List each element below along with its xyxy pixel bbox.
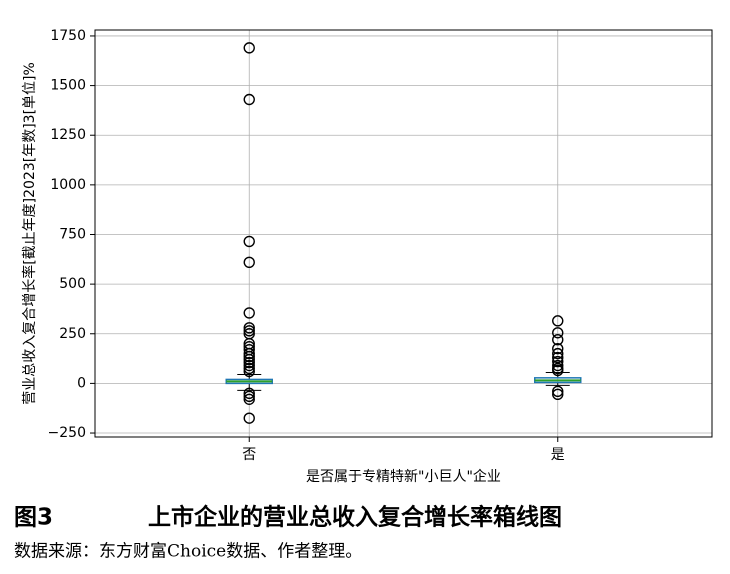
- y-tick-label: 1250: [50, 127, 86, 143]
- outlier: [552, 355, 564, 368]
- x-axis-label: 是否属于专精特新"小巨人"企业: [306, 468, 501, 485]
- y-tick-label: 250: [59, 326, 86, 342]
- y-tick-label: 750: [59, 226, 86, 242]
- outlier: [243, 390, 255, 402]
- y-axis-label: 营业总收入复合增长率[截止年度]2023[年数]3[单位]%: [21, 62, 38, 405]
- outlier: [243, 356, 255, 369]
- outlier: [243, 412, 255, 424]
- y-tick-label: 1750: [50, 28, 86, 44]
- outlier: [243, 393, 255, 405]
- plot-frame: [94, 29, 713, 438]
- outlier: [243, 347, 255, 360]
- outlier: [552, 351, 564, 364]
- outlier: [552, 342, 564, 355]
- outlier: [243, 359, 255, 372]
- outlier: [552, 388, 564, 401]
- source-note: 数据来源：东方财富Choice数据、作者整理。: [14, 542, 362, 562]
- x-tick-label: 是: [551, 447, 565, 463]
- y-tick-label: −250: [48, 425, 86, 441]
- outlier: [552, 327, 564, 339]
- y-tick-label: 0: [77, 375, 86, 391]
- outlier: [552, 315, 564, 327]
- outlier: [243, 42, 255, 54]
- outlier: [243, 235, 255, 248]
- outlier: [243, 307, 255, 319]
- outlier: [552, 334, 564, 346]
- y-tick-label: 500: [59, 276, 86, 292]
- figure-title: 上市企业的营业总收入复合增长率箱线图: [148, 504, 562, 531]
- outlier: [243, 322, 255, 334]
- outlier: [552, 364, 564, 377]
- figure-label: 图3: [14, 505, 53, 531]
- outlier: [243, 350, 255, 363]
- outlier: [552, 347, 564, 360]
- y-tick-label: 1000: [50, 177, 86, 193]
- outlier: [243, 256, 255, 268]
- outlier: [243, 93, 255, 106]
- outlier: [552, 385, 564, 398]
- y-tick-label: 1500: [50, 78, 86, 94]
- outlier: [552, 359, 564, 372]
- x-tick-label: 否: [242, 447, 256, 463]
- outlier: [243, 325, 255, 337]
- outlier: [243, 353, 255, 366]
- outlier: [243, 365, 255, 378]
- outlier: [243, 387, 255, 400]
- outlier: [243, 362, 255, 375]
